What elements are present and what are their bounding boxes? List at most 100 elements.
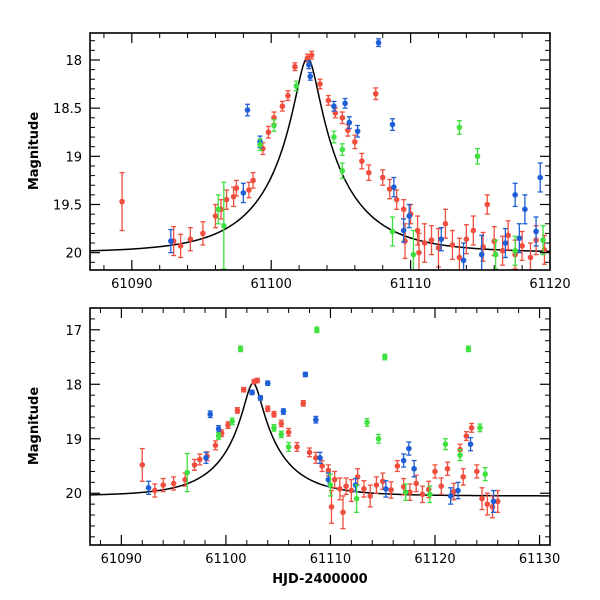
red-data-point [294, 441, 300, 452]
green-data-point [314, 326, 320, 334]
blue-data-point [467, 437, 474, 452]
red-data-point [419, 485, 426, 504]
red-data-point [279, 100, 286, 112]
blue-data-point [302, 371, 309, 378]
red-data-point [463, 431, 470, 442]
x-tick-label: 61110 [310, 552, 351, 567]
red-data-point [250, 172, 256, 189]
green-data-point [271, 119, 277, 132]
top-panel-ticks [90, 33, 551, 270]
red-data-point [361, 480, 367, 498]
blue-data-point [490, 489, 497, 513]
red-data-point [463, 224, 470, 255]
green-data-point [293, 80, 300, 92]
blue-data-point [354, 124, 361, 138]
red-data-point [278, 419, 285, 428]
blue-data-point [460, 242, 467, 270]
x-tick-label: 61090 [111, 277, 152, 292]
red-data-point [223, 189, 230, 210]
blue-data-point [411, 459, 417, 478]
bottom-panel-frame [89, 307, 551, 546]
blue-data-point [168, 228, 174, 254]
red-data-point [348, 478, 355, 503]
bottom-panel: 61090 61100 61110 61120 61130 17 18 19 20 Magnit… [27, 307, 560, 587]
bottom-panel-ticks [90, 307, 550, 545]
blue-data-point [406, 203, 413, 229]
bottom-panel-y-axis-label: Magnitude [27, 387, 42, 466]
red-data-point [372, 87, 379, 101]
green-data-point [402, 483, 409, 501]
y-tick-label: 18.5 [53, 102, 82, 117]
red-data-point [170, 476, 177, 491]
red-data-point [160, 477, 166, 493]
red-data-point [379, 472, 386, 491]
green-data-point [327, 473, 334, 497]
green-data-point [442, 438, 449, 451]
red-data-point [449, 229, 456, 261]
green-data-point [474, 147, 481, 165]
blue-data-point [346, 116, 353, 130]
x-tick-label: 61100 [205, 552, 246, 567]
blue-data-point [307, 71, 314, 81]
x-tick-label: 61090 [101, 552, 142, 567]
red-data-point [413, 474, 419, 493]
red-data-point [340, 495, 346, 530]
red-data-point [373, 476, 380, 494]
green-data-point [382, 353, 388, 361]
red-data-point [313, 451, 319, 464]
red-data-point [359, 152, 365, 170]
blue-data-point [533, 216, 539, 247]
blue-data-point [391, 176, 397, 198]
blue-data-point [447, 487, 454, 505]
red-data-point [505, 220, 511, 251]
model-curve [90, 382, 550, 497]
blue-data-point [240, 182, 247, 204]
y-tick-label: 18 [65, 54, 82, 69]
green-data-point [426, 485, 433, 504]
red-data-point [308, 50, 315, 60]
blue-data-point [478, 234, 485, 270]
red-data-point [451, 482, 457, 501]
green-data-point [257, 138, 263, 152]
blue-data-point [207, 410, 214, 419]
blue-data-point [383, 480, 389, 498]
red-data-point [212, 203, 219, 229]
red-data-point [407, 483, 413, 501]
red-data-point [393, 189, 400, 210]
red-data-point [379, 169, 386, 186]
red-data-point [225, 421, 231, 430]
x-tick-label: 61120 [414, 552, 455, 567]
y-tick-label: 17 [65, 324, 82, 339]
red-data-point [331, 470, 338, 489]
green-data-point [457, 449, 463, 462]
blue-data-point [313, 415, 319, 424]
blue-data-point [306, 60, 312, 70]
bottom-panel-x-axis-label: HJD-2400000 [272, 572, 367, 587]
red-data-point [484, 194, 491, 215]
red-data-point [265, 125, 272, 139]
y-tick-label: 19 [65, 150, 82, 165]
red-data-point [428, 225, 435, 256]
blue-data-point [264, 380, 271, 387]
red-data-point [460, 468, 467, 486]
red-data-point [343, 477, 349, 495]
red-data-point [416, 232, 422, 270]
blue-data-point [522, 194, 528, 225]
red-data-point [499, 235, 506, 266]
red-data-point [200, 221, 206, 246]
blue-data-point [438, 226, 445, 252]
red-data-point [246, 181, 252, 199]
red-data-point [484, 492, 491, 516]
red-data-point [264, 405, 271, 413]
green-data-point [375, 433, 382, 444]
top-panel: 61090 61100 61110 61120 18 18.5 19 19.5 20 Magni… [27, 32, 571, 292]
red-data-point [435, 227, 442, 268]
red-data-point [365, 164, 372, 182]
red-data-point [468, 422, 475, 433]
blue-data-point [331, 100, 337, 112]
red-data-point [191, 458, 198, 472]
green-data-point [339, 162, 346, 180]
red-data-point [494, 489, 501, 513]
red-data-point [187, 226, 194, 252]
